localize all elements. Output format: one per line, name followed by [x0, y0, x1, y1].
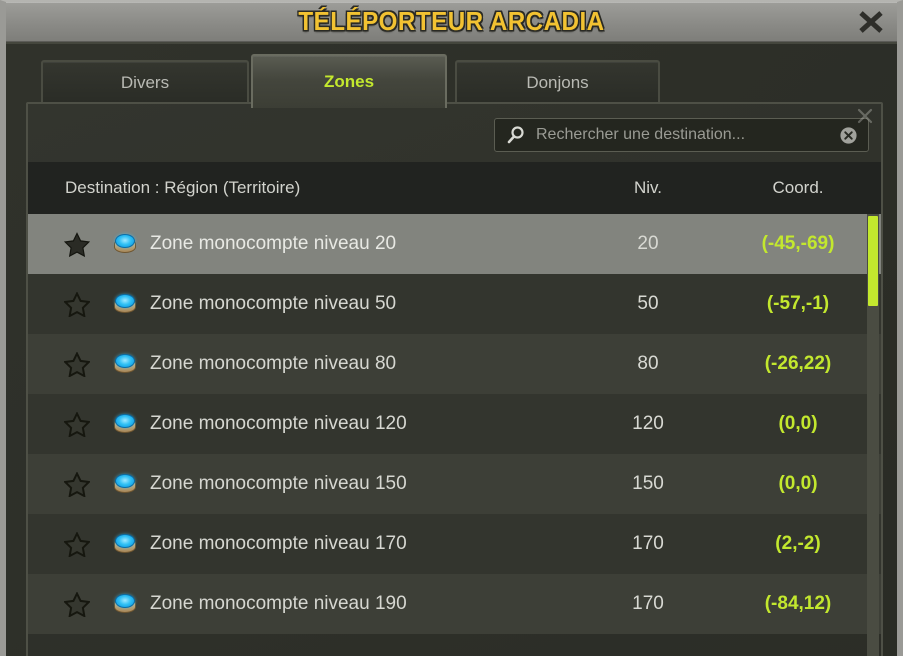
- column-header-level[interactable]: Niv.: [633, 178, 662, 197]
- table-row[interactable]: Zone monocompte niveau 120 120 (0,0): [28, 394, 881, 454]
- clear-circle-icon[interactable]: [839, 126, 858, 145]
- portal-icon: [110, 471, 140, 497]
- destination-level: 50: [637, 293, 659, 314]
- window-body: Divers Zones Donjons: [6, 42, 897, 656]
- table-row[interactable]: Zone monocompte niveau 190 170 (-84,12): [28, 574, 881, 634]
- destination-coord: (0,0): [778, 413, 818, 434]
- destination-name: Zone monocompte niveau 190: [150, 593, 407, 614]
- destination-level: 80: [637, 353, 659, 374]
- title-bar: TÉLÉPORTEUR ARCADIA: [6, 2, 897, 42]
- tab-donjons-label: Donjons: [526, 72, 589, 92]
- table-row[interactable]: Zone monocompte niveau 150 150 (0,0): [28, 454, 881, 514]
- destination-panel: Destination : Région (Territoire) Niv. C…: [26, 102, 883, 656]
- scrollbar-thumb[interactable]: [868, 216, 878, 306]
- table-row[interactable]: Zone monocompte niveau 80 80 (-26,22): [28, 334, 881, 394]
- portal-icon: [110, 231, 140, 257]
- destination-name: Zone monocompte niveau 20: [150, 233, 397, 254]
- tab-divers[interactable]: Divers: [41, 60, 249, 105]
- search-box[interactable]: [494, 118, 869, 152]
- destination-coord: (2,-2): [775, 533, 821, 554]
- column-header-coord[interactable]: Coord.: [772, 178, 824, 197]
- destination-coord: (0,0): [778, 473, 818, 494]
- close-icon: [857, 108, 873, 124]
- portal-icon: [110, 531, 140, 557]
- destination-name: Zone monocompte niveau 80: [150, 353, 397, 374]
- star-outline-icon[interactable]: [64, 471, 90, 497]
- tab-donjons[interactable]: Donjons: [455, 60, 660, 105]
- star-filled-icon[interactable]: [64, 231, 90, 257]
- table-row[interactable]: Zone monocompte niveau 20 20 (-45,-69): [28, 214, 881, 274]
- page-title: TÉLÉPORTEUR ARCADIA: [298, 6, 605, 36]
- close-window-button[interactable]: [849, 2, 893, 40]
- star-outline-icon[interactable]: [64, 531, 90, 557]
- column-header-destination[interactable]: Destination : Région (Territoire): [65, 178, 301, 197]
- panel-close-button[interactable]: [855, 106, 875, 126]
- search-row: [28, 104, 881, 162]
- destination-list[interactable]: Zone monocompte niveau 20 20 (-45,-69) Zone…: [28, 214, 881, 656]
- tab-divers-label: Divers: [120, 72, 170, 92]
- destination-level: 120: [632, 413, 664, 434]
- destination-level: 20: [637, 233, 659, 254]
- destination-coord: (-45,-69): [761, 233, 835, 254]
- star-outline-icon[interactable]: [64, 411, 90, 437]
- destination-level: 170: [632, 593, 664, 614]
- table-row[interactable]: Zone monocompte niveau 170 170 (2,-2): [28, 514, 881, 574]
- destination-name: Zone monocompte niveau 120: [150, 413, 407, 434]
- search-input[interactable]: [536, 126, 839, 144]
- star-outline-icon[interactable]: [64, 351, 90, 377]
- star-outline-icon[interactable]: [64, 291, 90, 317]
- tab-zones-label: Zones: [323, 72, 375, 91]
- portal-icon: [110, 411, 140, 437]
- tab-bar: Divers Zones Donjons: [6, 54, 897, 108]
- destination-coord: (-84,12): [764, 593, 832, 614]
- close-icon: [859, 11, 883, 33]
- destination-coord: (-57,-1): [766, 293, 830, 314]
- table-row[interactable]: Zone monocompte niveau 50 50 (-57,-1): [28, 274, 881, 334]
- destination-level: 150: [632, 473, 664, 494]
- destination-level: 170: [632, 533, 664, 554]
- star-outline-icon[interactable]: [64, 591, 90, 617]
- column-headers: Destination : Région (Territoire) Niv. C…: [28, 162, 881, 214]
- destination-name: Zone monocompte niveau 50: [150, 293, 397, 314]
- destination-name: Zone monocompte niveau 170: [150, 533, 407, 554]
- portal-icon: [110, 591, 140, 617]
- tab-zones[interactable]: Zones: [251, 54, 447, 108]
- destination-name: Zone monocompte niveau 150: [150, 473, 407, 494]
- scrollbar-track[interactable]: [867, 214, 879, 656]
- portal-icon: [110, 351, 140, 377]
- destination-coord: (-26,22): [764, 353, 832, 374]
- search-icon: [506, 125, 526, 145]
- portal-icon: [110, 291, 140, 317]
